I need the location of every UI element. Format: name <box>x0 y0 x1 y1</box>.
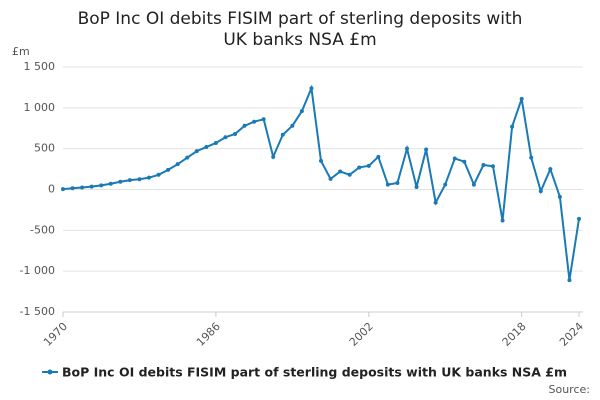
point <box>233 131 237 136</box>
point <box>261 117 266 122</box>
point <box>309 86 314 91</box>
point <box>223 135 228 140</box>
point <box>519 96 524 101</box>
point <box>548 167 553 172</box>
point <box>319 158 323 163</box>
x-tick-label: 2024 <box>557 320 586 349</box>
point <box>70 186 75 191</box>
legend-label: BoP Inc OI debits FISIM part of sterling… <box>62 365 567 380</box>
point <box>424 147 429 152</box>
point <box>347 172 352 177</box>
point <box>500 218 505 223</box>
y-tick-label: -500 <box>30 223 55 236</box>
point <box>61 187 65 192</box>
x-tick-label: 2002 <box>347 320 376 349</box>
point <box>376 154 381 159</box>
point <box>462 159 467 164</box>
point <box>481 163 486 167</box>
point <box>204 145 209 150</box>
point <box>357 165 362 170</box>
point <box>510 124 515 129</box>
point <box>271 154 276 159</box>
chart-title: BoP Inc OI debits FISIM part of sterling… <box>78 9 523 50</box>
point <box>366 163 371 168</box>
point <box>147 175 151 180</box>
point <box>443 182 448 187</box>
y-tick-label: 500 <box>34 142 55 155</box>
point <box>567 278 572 283</box>
point <box>452 156 457 161</box>
point <box>99 183 104 188</box>
point <box>491 164 495 169</box>
point <box>185 155 190 160</box>
x-tick-label: 1986 <box>194 320 223 349</box>
y-tick-label: 1 000 <box>24 101 56 114</box>
y-axis-label: £m <box>12 45 30 58</box>
y-tick-label: -1 000 <box>20 264 55 277</box>
point <box>175 162 180 167</box>
point <box>290 123 295 128</box>
line <box>62 84 580 281</box>
point <box>127 178 132 183</box>
source: Source: <box>549 383 591 396</box>
y-tick-label: 0 <box>48 183 55 196</box>
point <box>242 123 247 128</box>
point <box>156 172 161 177</box>
point <box>299 109 304 114</box>
point <box>166 167 171 172</box>
y-tick-label: -1 500 <box>20 305 55 318</box>
point <box>280 132 285 137</box>
point <box>385 182 390 187</box>
point <box>80 185 85 190</box>
point <box>471 182 476 187</box>
point <box>118 179 123 184</box>
y-tick-label: 1 500 <box>24 60 56 73</box>
point <box>395 180 400 185</box>
point <box>137 177 142 182</box>
point <box>433 200 438 205</box>
x-tick-label: 2018 <box>500 320 529 349</box>
point <box>414 185 419 190</box>
point <box>338 169 343 174</box>
point <box>194 149 199 154</box>
point <box>252 119 257 124</box>
point <box>538 189 543 194</box>
point <box>529 155 534 160</box>
point <box>328 176 333 181</box>
legend-marker <box>47 369 53 375</box>
x-tick-label: 1970 <box>41 320 70 349</box>
point <box>108 181 113 186</box>
point <box>557 194 562 199</box>
point <box>89 184 94 189</box>
point <box>405 146 409 151</box>
point <box>213 140 218 145</box>
point <box>577 216 581 221</box>
